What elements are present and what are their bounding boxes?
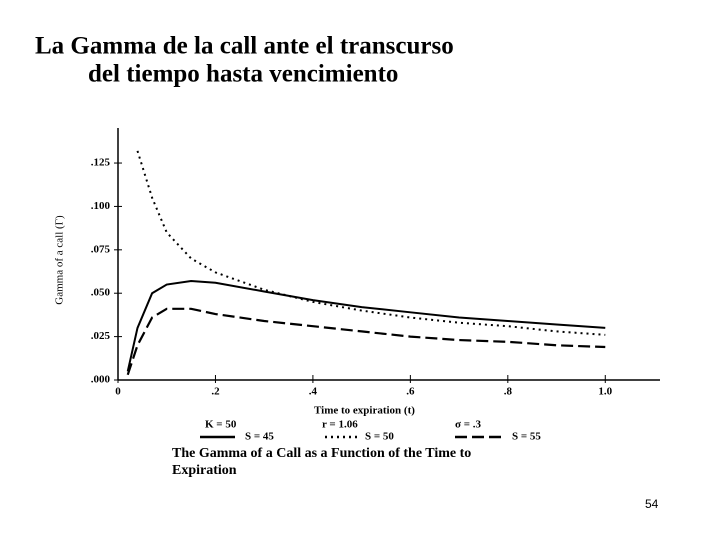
page-number: 54 xyxy=(645,497,659,511)
y-tick-label: .050 xyxy=(91,287,111,299)
series-line xyxy=(136,150,606,336)
y-tick-label: .025 xyxy=(91,330,111,342)
y-tick-label: .100 xyxy=(91,200,111,212)
series-line xyxy=(126,280,606,372)
legend-label: S = 50 xyxy=(365,431,394,443)
y-tick-label: .000 xyxy=(91,374,111,386)
slide-title: La Gamma de la call ante el transcurso xyxy=(35,33,454,60)
x-axis-label: Time to expiration (t) xyxy=(314,405,415,417)
caption: The Gamma of a Call as a Function of the… xyxy=(172,446,471,461)
x-tick-label: .2 xyxy=(211,386,220,398)
x-tick-label: .6 xyxy=(406,386,415,398)
x-tick-label: 1.0 xyxy=(598,386,612,398)
y-tick-label: .125 xyxy=(91,157,111,169)
caption: Expiration xyxy=(172,463,237,478)
y-tick-label: .075 xyxy=(91,243,111,255)
x-tick-label: .8 xyxy=(504,386,513,398)
parameter: K = 50 xyxy=(205,419,237,431)
y-axis-label: Gamma of a call (Γ) xyxy=(54,215,66,305)
legend-label: S = 45 xyxy=(245,431,274,443)
series-line xyxy=(126,307,606,376)
x-tick-label: 0 xyxy=(115,386,121,398)
legend-label: S = 55 xyxy=(512,431,541,443)
parameter: r = 1.06 xyxy=(322,419,358,431)
slide-title: del tiempo hasta vencimiento xyxy=(88,61,398,88)
x-tick-label: .4 xyxy=(309,386,318,398)
parameter: σ = .3 xyxy=(455,419,482,431)
